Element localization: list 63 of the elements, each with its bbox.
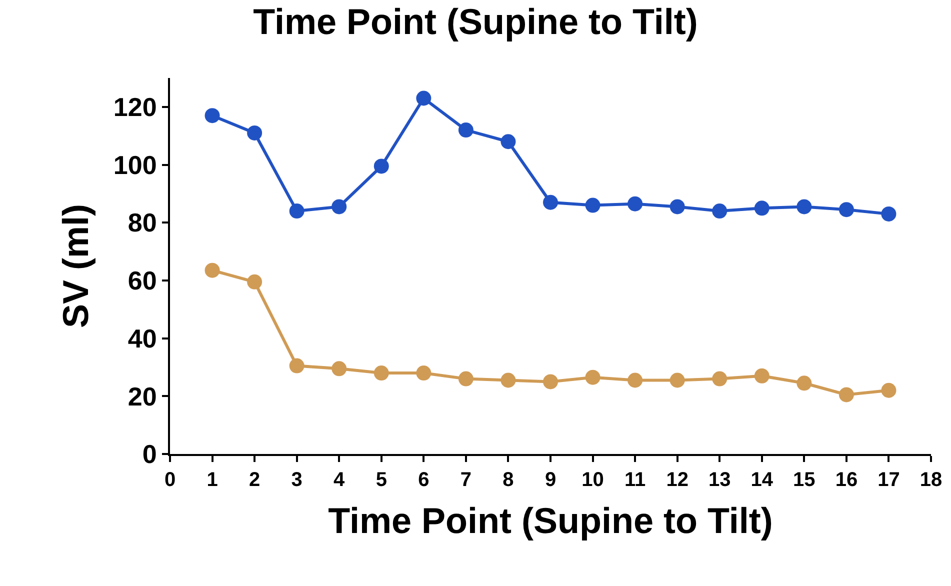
point xyxy=(289,204,304,219)
x-tick-label: 5 xyxy=(376,469,387,491)
point xyxy=(332,199,347,214)
point xyxy=(204,108,220,124)
point xyxy=(881,206,896,222)
x-tick-label: 3 xyxy=(291,469,302,491)
x-tick-label: 8 xyxy=(502,469,514,491)
point xyxy=(628,372,643,388)
y-tick-label: 0 xyxy=(142,439,157,470)
point xyxy=(416,366,432,381)
x-tick-label: 14 xyxy=(750,469,774,491)
point xyxy=(881,382,896,398)
point xyxy=(585,370,600,385)
y-tick-label: 80 xyxy=(128,208,157,238)
x-tick-label: 11 xyxy=(624,469,646,491)
point xyxy=(247,274,262,290)
point xyxy=(458,122,474,138)
point xyxy=(500,134,516,150)
point xyxy=(416,90,432,106)
point xyxy=(585,198,600,213)
point xyxy=(754,200,770,216)
point xyxy=(796,376,812,391)
y-tick-label: 120 xyxy=(113,92,157,122)
point xyxy=(543,374,558,390)
x-tick-label: 9 xyxy=(544,469,556,491)
x-tick-label: 17 xyxy=(878,469,900,491)
point xyxy=(754,368,770,384)
x-tick-label: 13 xyxy=(708,469,731,491)
x-tick-label: 1 xyxy=(206,469,218,491)
chart-title: Time Point (Supine to Tilt) xyxy=(253,0,698,42)
point xyxy=(374,158,389,174)
point xyxy=(458,371,474,386)
x-axis-title: Time Point (Supine to Tilt) xyxy=(328,500,773,542)
y-tick-label: 20 xyxy=(128,381,157,412)
point xyxy=(204,262,220,278)
x-tick-label: 18 xyxy=(920,469,942,491)
y-tick-label: 40 xyxy=(128,323,157,354)
y-tick-label: 60 xyxy=(128,266,157,296)
point xyxy=(289,358,304,374)
point xyxy=(712,204,728,219)
point xyxy=(670,372,685,388)
x-tick-label: 12 xyxy=(666,469,688,491)
x-tick-label: 2 xyxy=(248,469,260,491)
point xyxy=(838,202,854,218)
point xyxy=(332,361,347,376)
point xyxy=(500,372,516,388)
x-tick-label: 10 xyxy=(582,469,604,491)
x-tick-label: 0 xyxy=(164,469,176,491)
y-axis-title: SV (ml) xyxy=(54,204,96,328)
x-tick-label: 7 xyxy=(460,469,472,491)
point xyxy=(670,199,685,214)
y-tick-label: 100 xyxy=(113,150,157,180)
point xyxy=(374,366,389,381)
x-tick-label: 15 xyxy=(793,469,816,491)
x-tick-label: 4 xyxy=(334,469,346,491)
point xyxy=(838,387,854,402)
point xyxy=(628,196,643,212)
x-tick-label: 6 xyxy=(418,469,430,491)
x-tick-label: 16 xyxy=(835,469,858,491)
point xyxy=(247,125,262,140)
point xyxy=(796,199,812,214)
point xyxy=(543,194,558,210)
point xyxy=(712,371,728,386)
